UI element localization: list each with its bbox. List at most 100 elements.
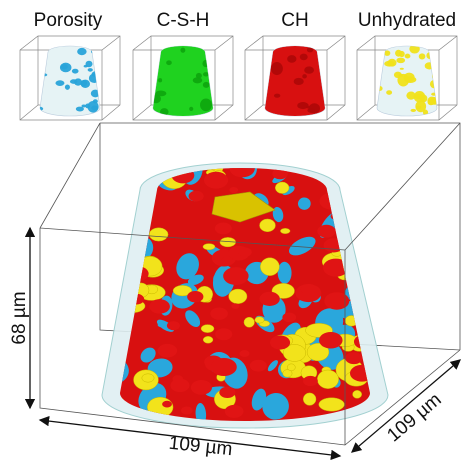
phase-blob [81,80,90,88]
porosity-blob [110,181,131,201]
width-label: 109 µm [168,433,234,461]
phase-blob [404,73,415,82]
phase-blob [419,53,426,59]
ch-blob [149,299,170,313]
unhydrated-blob [201,325,214,333]
unhydrated-blob [244,317,255,327]
unhydrated-blob [203,336,213,343]
ch-blob [365,262,382,274]
phase-blob [88,68,93,72]
ch-blob [345,352,362,364]
phase-blob [189,107,193,111]
ch-blob [300,287,309,293]
ch-blob [282,313,296,323]
ch-blob [230,160,255,178]
panel-label: Porosity [34,10,103,31]
unhydrated-blob [280,228,290,233]
phase-blob [411,109,417,112]
phase-blob [160,108,169,116]
small-panel [133,36,233,120]
panel-label: CH [281,10,308,31]
unhydrated-blob [203,244,215,250]
phase-blob [95,60,104,65]
unhydrated-blob [353,390,362,398]
ch-blob [204,172,228,189]
phase-blob [196,73,202,79]
phase-blob [416,106,421,109]
ch-blob [360,201,372,210]
unhydrated-blob [303,393,316,406]
phase-blob [193,77,203,83]
unhydrated-blob [102,287,120,299]
phase-blob [388,59,397,67]
phase-blob [200,98,212,111]
phase-blob [72,69,79,74]
phase-blob [304,66,314,73]
porosity-blob [365,227,372,242]
panel-label: Unhydrated [358,10,456,31]
phase-blob [202,60,209,67]
panel-label: C-S-H [157,10,210,31]
porosity-blob [117,215,126,230]
porosity-blob [115,174,136,194]
phase-blob [405,54,411,59]
phase-blob [55,80,64,86]
ch-blob [158,344,178,358]
height-label: 68 µm [9,291,30,344]
phase-blob [76,107,84,112]
ch-blob [189,191,204,202]
ch-blob [225,405,244,418]
phase-blob [300,54,308,61]
unhydrated-blob [229,289,247,304]
phase-blob [155,90,166,96]
unhydrated-blob [255,317,264,323]
ch-blob [319,332,343,348]
phase-blob [307,47,313,52]
phase-blob [415,94,424,99]
unhydrated-blob [319,398,345,411]
phase-blob [294,78,304,85]
phase-blob [77,48,86,55]
ch-blob [259,292,279,306]
phase-blob [203,82,210,88]
phase-blob [386,90,392,95]
ch-blob [343,193,355,202]
ch-blob [181,406,193,414]
phase-blob [88,101,99,113]
phase-blob [425,62,434,69]
ch-blob [112,217,129,229]
phase-blob [166,60,172,65]
ch-blob [210,307,228,319]
phase-blob [431,93,436,96]
ch-blob [223,267,248,285]
ch-blob [187,291,203,302]
phase-blob [267,54,272,56]
ch-blob [215,328,232,340]
phase-blob [158,78,162,82]
ch-blob [219,387,235,398]
unhydrated-blob [275,182,289,193]
figure: Porosity C-S-H CH Unhydrated 68 µm 109 µ… [0,0,467,470]
unhydrated-blob [101,165,123,186]
unhydrated-blob [126,162,149,180]
phase-blob [396,58,405,64]
unhydrated-blob [149,228,168,241]
small-panels [20,36,457,120]
phase-blob [400,68,404,70]
ch-blob [250,360,267,372]
small-panel [357,36,457,120]
phase-blob [395,50,402,57]
phase-blob [61,64,68,69]
small-panel [20,36,120,120]
phase-blob [65,84,70,89]
ch-blob [106,292,115,298]
porosity-blob [120,170,131,183]
unhydrated-blob [97,240,124,263]
unhydrated-blob [260,219,276,232]
ch-blob [167,321,180,330]
panel-phase [151,45,213,116]
ch-blob [211,358,237,376]
ch-blob [303,376,318,386]
phase-blob [302,74,307,78]
ch-blob [353,197,374,212]
